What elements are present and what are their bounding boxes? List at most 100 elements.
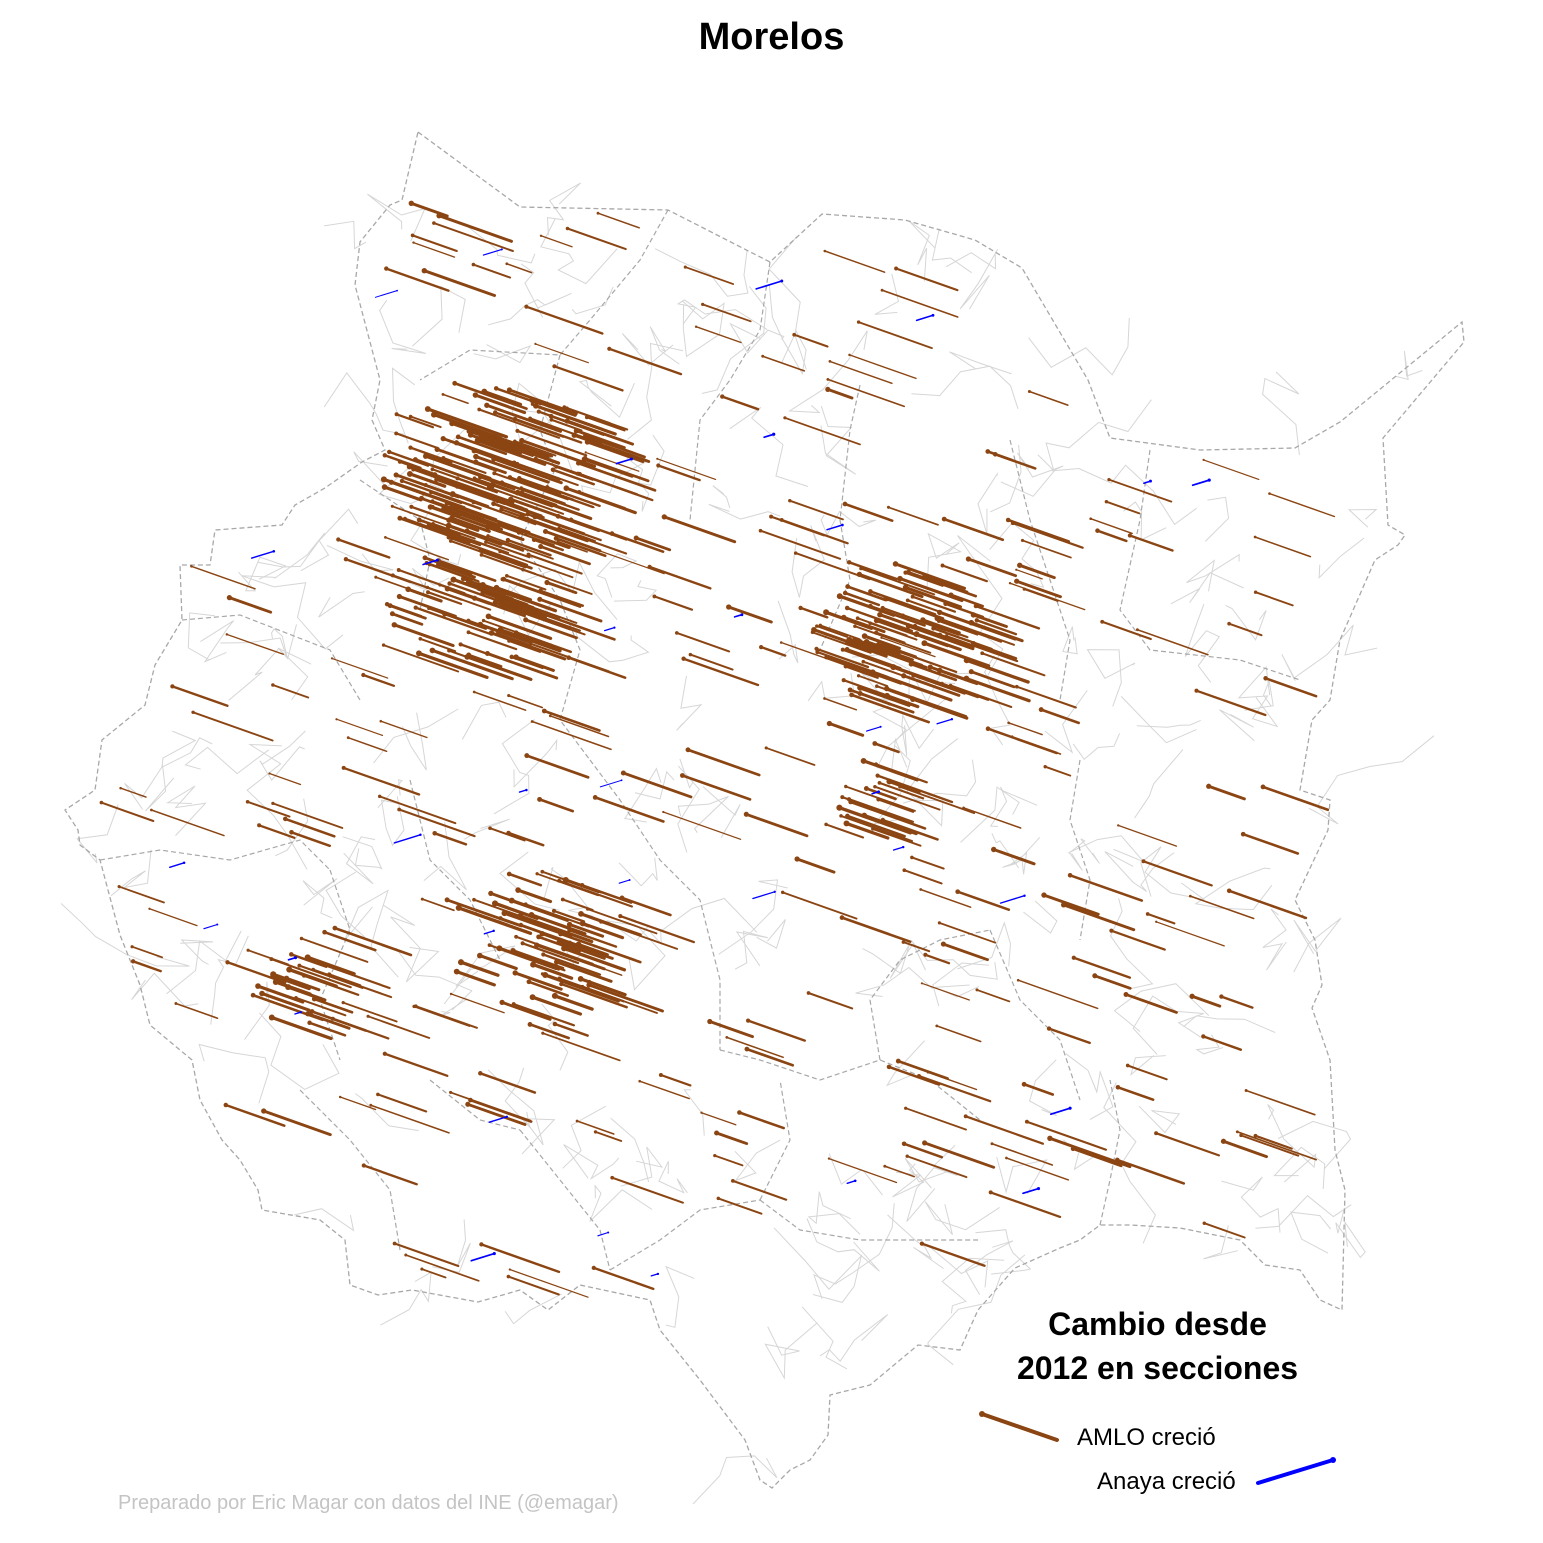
amlo-arrow-head	[341, 1000, 345, 1005]
amlo-arrow-head	[937, 921, 942, 925]
section-boundary	[718, 879, 788, 955]
amlo-arrow-head	[394, 431, 399, 436]
section-boundary	[702, 786, 741, 839]
amlo-arrow-head	[552, 1021, 558, 1027]
amlo-arrow	[780, 641, 851, 668]
amlo-arrow-head	[478, 1071, 483, 1076]
amlo-arrow	[150, 809, 225, 837]
amlo-arrow-head	[940, 941, 946, 947]
amlo-arrow	[1264, 677, 1318, 698]
amlo-arrow-head	[901, 940, 906, 944]
amlo-arrow	[376, 1093, 428, 1113]
section-boundary	[989, 522, 1045, 588]
amlo-arrow-head	[584, 451, 587, 454]
amlo-arrow	[427, 607, 477, 627]
section-boundary	[166, 785, 207, 836]
amlo-arrow-head	[450, 576, 457, 583]
amlo-arrow	[473, 393, 527, 415]
amlo-arrow	[493, 411, 565, 438]
amlo-arrow	[559, 932, 642, 964]
amlo-arrow-head	[1189, 993, 1195, 999]
amlo-arrow-head	[1202, 1221, 1207, 1225]
amlo-arrow	[409, 415, 442, 429]
section-boundary	[1134, 749, 1184, 819]
amlo-arrow	[520, 439, 597, 468]
amlo-arrow	[898, 577, 964, 603]
amlo-arrow	[924, 953, 951, 965]
amlo-arrow	[487, 534, 554, 560]
amlo-arrow	[1044, 765, 1072, 777]
amlo-arrow-head	[460, 576, 466, 582]
amlo-arrow	[759, 645, 787, 657]
municipal-boundary	[1099, 1079, 1121, 1226]
amlo-arrow	[393, 1242, 460, 1268]
amlo-arrow	[1202, 1035, 1243, 1051]
amlo-arrow	[478, 954, 518, 971]
municipal-boundary	[519, 354, 591, 761]
amlo-arrow-head	[416, 517, 422, 523]
amlo-arrow-head	[226, 595, 232, 601]
amlo-arrow	[551, 468, 595, 486]
amlo-arrow	[568, 923, 605, 938]
amlo-arrow-head	[130, 945, 134, 949]
amlo-arrow	[827, 378, 906, 408]
amlo-arrow	[1110, 929, 1166, 951]
amlo-arrow-head	[582, 474, 585, 477]
amlo-arrow	[496, 632, 531, 647]
amlo-arrow-head	[485, 613, 492, 620]
amlo-arrow-head	[551, 908, 557, 913]
amlo-arrow-head	[484, 540, 488, 544]
amlo-arrow-head	[922, 1140, 928, 1146]
amlo-arrow-head	[336, 537, 341, 542]
amlo-arrow-head	[861, 659, 866, 664]
amlo-arrow	[592, 1266, 655, 1291]
amlo-arrow	[410, 505, 467, 527]
amlo-arrow-head	[441, 392, 445, 396]
amlo-arrow-head	[553, 536, 559, 541]
legend-title-line2: 2012 en secciones	[1016, 1350, 1299, 1386]
amlo-arrow	[1202, 459, 1260, 481]
amlo-arrow	[826, 387, 854, 400]
amlo-arrow-head	[332, 925, 338, 931]
amlo-arrow-head	[836, 593, 843, 600]
amlo-arrow	[847, 638, 924, 668]
amlo-arrow-head	[549, 417, 554, 422]
section-boundary	[1072, 733, 1121, 761]
amlo-arrow	[921, 982, 970, 1001]
amlo-arrow-head	[814, 646, 819, 651]
amlo-arrow	[1124, 993, 1178, 1014]
amlo-arrow-head	[656, 457, 659, 460]
amlo-arrow	[1028, 390, 1069, 406]
section-boundary	[618, 857, 658, 887]
amlo-arrow	[1155, 921, 1225, 947]
amlo-arrows	[99, 200, 1336, 1298]
amlo-arrow	[257, 824, 296, 839]
amlo-arrow	[473, 477, 529, 499]
amlo-arrow-head	[286, 966, 293, 973]
amlo-arrow-head	[943, 601, 948, 607]
amlo-arrow	[337, 538, 391, 559]
amlo-arrow-head	[794, 856, 800, 862]
amlo-arrow	[409, 446, 453, 464]
amlo-arrow-head	[444, 897, 450, 903]
section-boundary	[855, 966, 934, 997]
section-boundary	[676, 299, 768, 331]
amlo-arrow	[442, 507, 504, 531]
amlo-arrow-head	[586, 982, 592, 988]
amlo-arrow	[1126, 1064, 1168, 1081]
amlo-arrow-head	[1014, 578, 1020, 584]
amlo-arrow	[530, 995, 583, 1016]
amlo-arrow	[920, 1242, 986, 1267]
amlo-arrow	[597, 212, 640, 229]
amlo-arrow-head	[913, 631, 920, 638]
amlo-arrow-head	[493, 386, 499, 391]
amlo-arrow-head	[431, 411, 437, 418]
section-boundary	[198, 1043, 270, 1104]
amlo-arrow-head	[980, 651, 985, 656]
amlo-arrow-head	[1043, 764, 1047, 769]
amlo-arrow	[408, 472, 447, 488]
amlo-arrow	[784, 416, 861, 446]
amlo-arrow	[531, 720, 612, 751]
amlo-arrow-head	[1005, 1156, 1008, 1160]
amlo-arrow	[869, 604, 926, 627]
